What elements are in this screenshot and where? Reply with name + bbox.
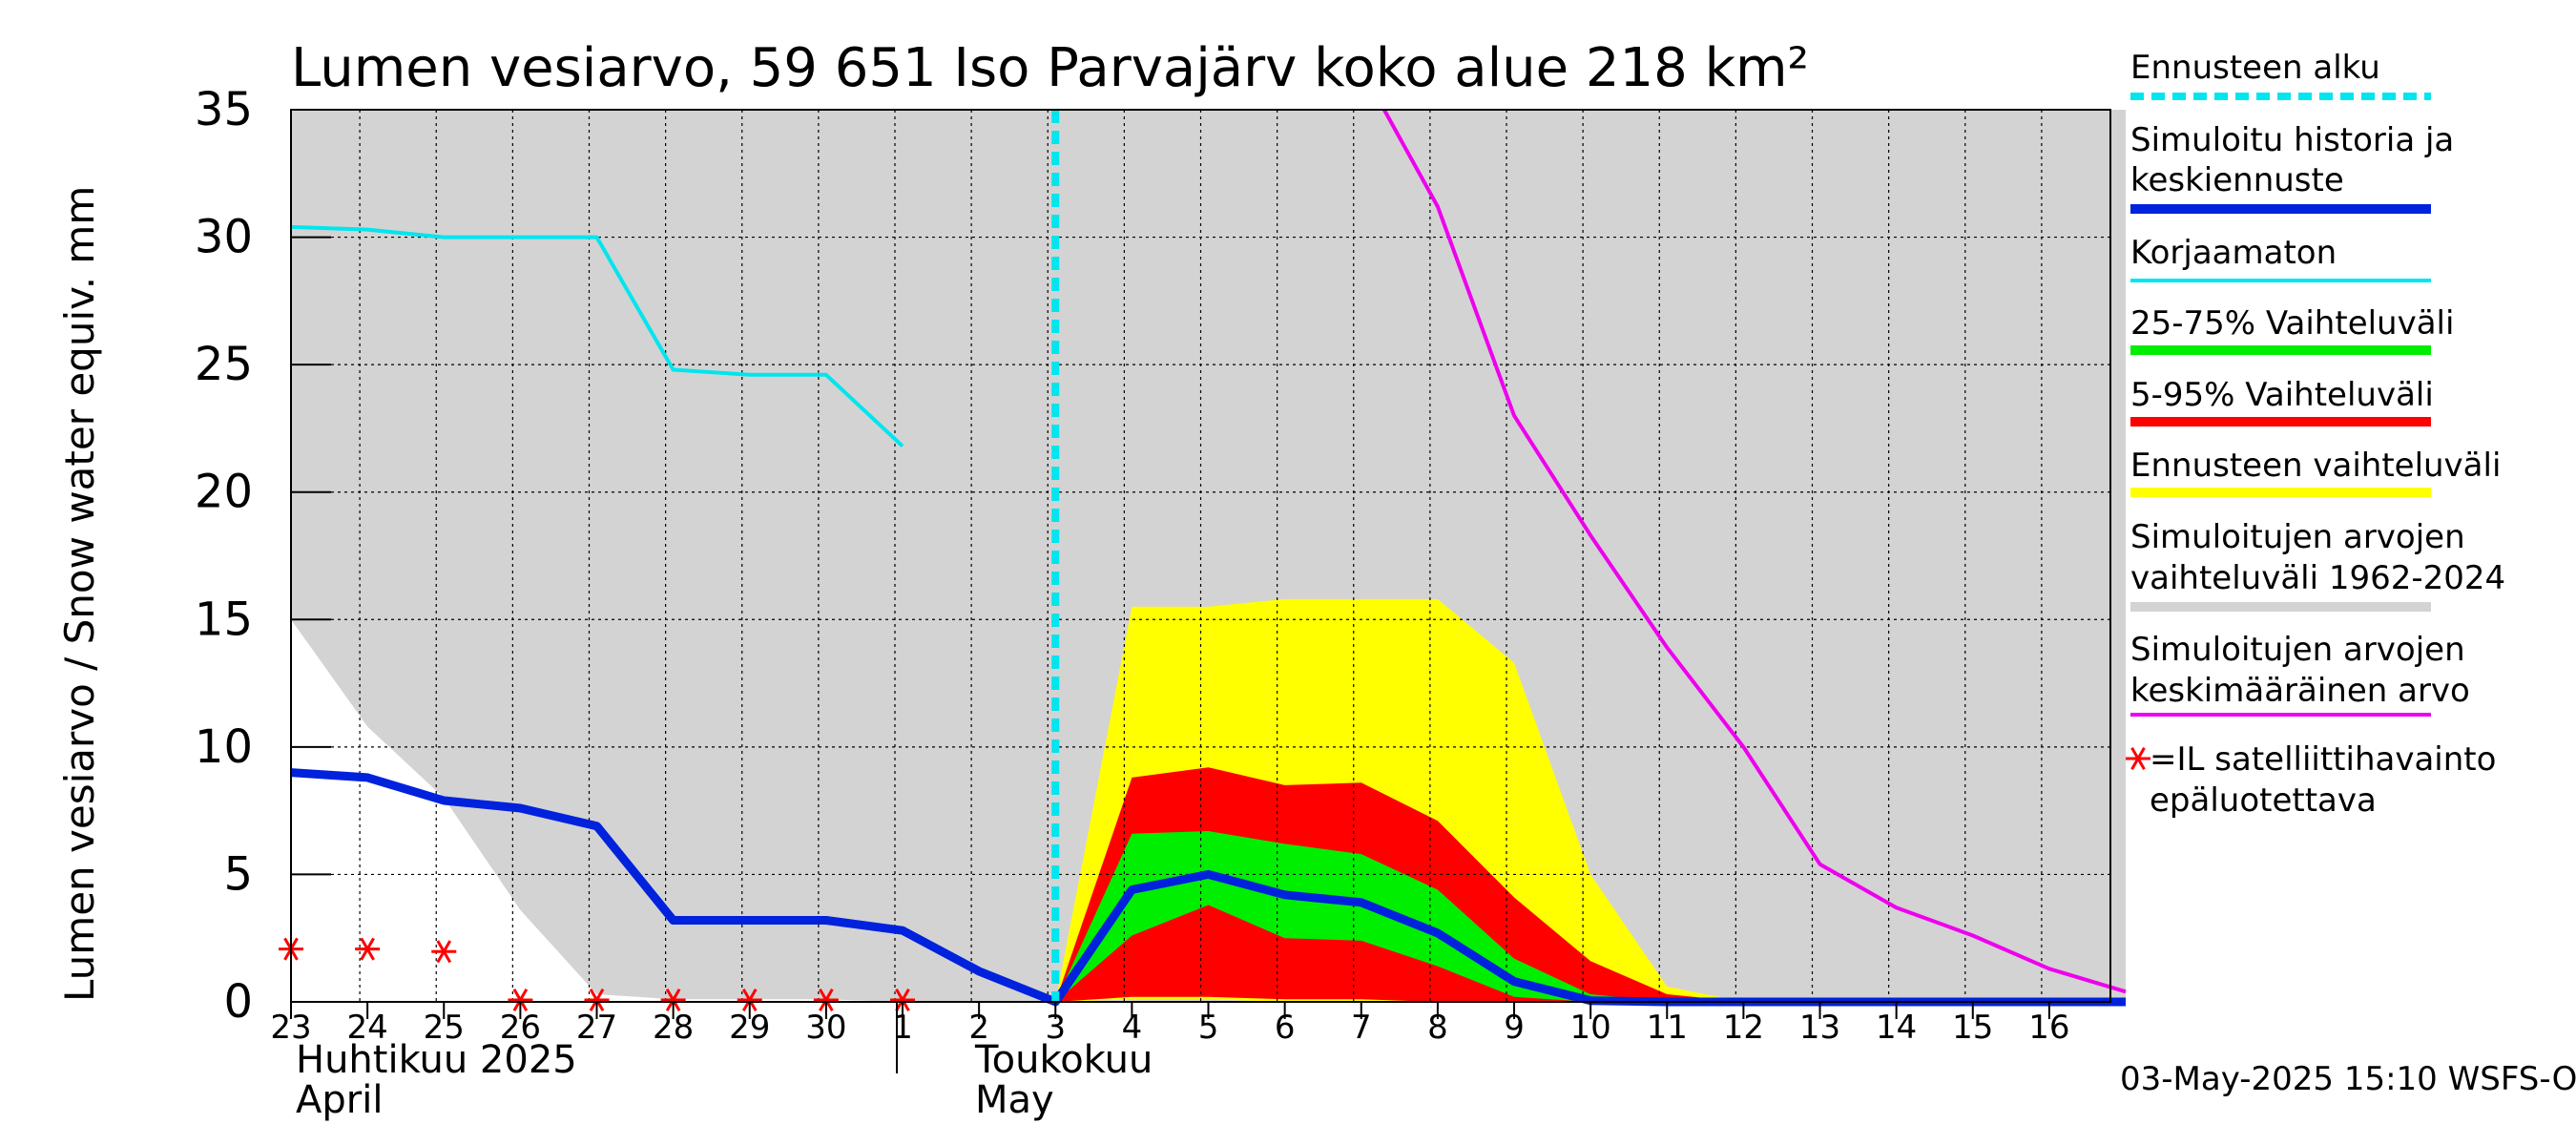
star-stroke (512, 988, 529, 1012)
series-line-4 (290, 224, 904, 448)
satellite-observation-star (431, 940, 457, 964)
star-stroke (589, 988, 605, 1012)
x-day-label: 28 (653, 1009, 694, 1047)
y-tick-label: 5 (223, 847, 253, 901)
x-day-label: 1 (892, 1009, 913, 1047)
x-day-label: 11 (1647, 1009, 1688, 1047)
x-day-label: 2 (968, 1009, 989, 1047)
x-day-label: 15 (1952, 1009, 1993, 1047)
legend-item: Ennusteen alku (2130, 49, 2431, 100)
x-day-label: 24 (346, 1009, 387, 1047)
y-tick-label: 30 (195, 211, 253, 264)
legend-label: Simuloitujen arvojen (2130, 518, 2465, 556)
x-day-label: 30 (805, 1009, 846, 1047)
y-axis-label: Lumen vesiarvo / Snow water equiv. mm (56, 186, 103, 1002)
month-label-toukokuu: Toukokuu (974, 1038, 1153, 1082)
x-day-label: 5 (1198, 1009, 1219, 1047)
x-day-label: 7 (1351, 1009, 1372, 1047)
satellite-observation-star (508, 988, 533, 1012)
legend-item: 25-75% Vaihteluväli (2130, 304, 2454, 355)
x-day-label: 10 (1570, 1009, 1611, 1047)
x-day-label: 13 (1799, 1009, 1840, 1047)
star-stroke (741, 988, 758, 1012)
star-stroke (436, 940, 452, 964)
legend-label: Korjaamaton (2130, 234, 2337, 272)
x-day-label: 12 (1723, 1009, 1764, 1047)
x-day-label: 23 (270, 1009, 311, 1047)
legend-label: keskiennuste (2130, 161, 2344, 199)
y-tick-label: 15 (195, 593, 253, 646)
legend-label: 5-95% Vaihteluväli (2130, 376, 2434, 414)
legend-label: 25-75% Vaihteluväli (2130, 304, 2454, 343)
plot-area (279, 109, 2127, 1012)
x-day-label: 6 (1275, 1009, 1296, 1047)
x-day-label: 4 (1122, 1009, 1143, 1047)
y-tick-label: 10 (195, 720, 253, 774)
chart-title: Lumen vesiarvo, 59 651 Iso Parvajärv kok… (291, 37, 1809, 99)
satellite-observation-star (355, 937, 381, 961)
star-stroke (895, 988, 910, 1012)
plot-frame (290, 109, 2111, 1003)
y-tick-label: 35 (195, 83, 253, 136)
x-day-label: 26 (500, 1009, 541, 1047)
legend-label: epäluotettava (2150, 781, 2377, 820)
x-day-label: 29 (729, 1009, 770, 1047)
x-day-label: 14 (1876, 1009, 1917, 1047)
legend-label: keskimääräinen arvo (2130, 672, 2470, 710)
band-area-0 (291, 110, 2126, 1002)
legend-label: Simuloitu historia ja (2130, 121, 2454, 159)
star-stroke (360, 937, 375, 961)
x-day-label: 9 (1504, 1009, 1525, 1047)
x-day-label: 25 (424, 1009, 465, 1047)
legend-item: Korjaamaton (2130, 234, 2431, 282)
month-label-may: May (975, 1078, 1054, 1122)
satellite-observation-star (584, 988, 610, 1012)
y-tick-label: 20 (195, 466, 253, 519)
legend-label: =IL satelliittihavainto (2150, 740, 2496, 779)
x-day-label: 27 (576, 1009, 617, 1047)
month-label-huhtikuu: Huhtikuu 2025 (296, 1038, 577, 1082)
month-label-april: April (296, 1078, 383, 1122)
legend-label: Simuloitujen arvojen (2130, 631, 2465, 669)
y-tick-label: 0 (223, 975, 253, 1029)
satellite-observation-star (660, 988, 686, 1012)
x-day-label: 8 (1427, 1009, 1448, 1047)
legend-label: Ennusteen alku (2130, 49, 2380, 87)
legend-label: Ennusteen vaihteluväli (2130, 447, 2501, 485)
legend-star (2130, 746, 2146, 771)
star-stroke (819, 988, 834, 1012)
satellite-observation-star (890, 988, 916, 1012)
legend-item: 5-95% Vaihteluväli (2130, 376, 2434, 427)
x-day-label: 3 (1045, 1009, 1066, 1047)
legend-label: vaihteluväli 1962-2024 (2130, 559, 2505, 597)
satellite-observation-star (737, 988, 762, 1012)
x-day-label: 16 (2028, 1009, 2069, 1047)
legend-item: Ennusteen vaihteluväli (2130, 447, 2501, 497)
satellite-observation-star (813, 988, 839, 1012)
footer-timestamp: 03-May-2025 15:10 WSFS-O (2120, 1060, 2576, 1098)
star-stroke (665, 988, 681, 1012)
y-tick-label: 25 (195, 338, 253, 391)
series-line-5 (1382, 109, 2127, 994)
